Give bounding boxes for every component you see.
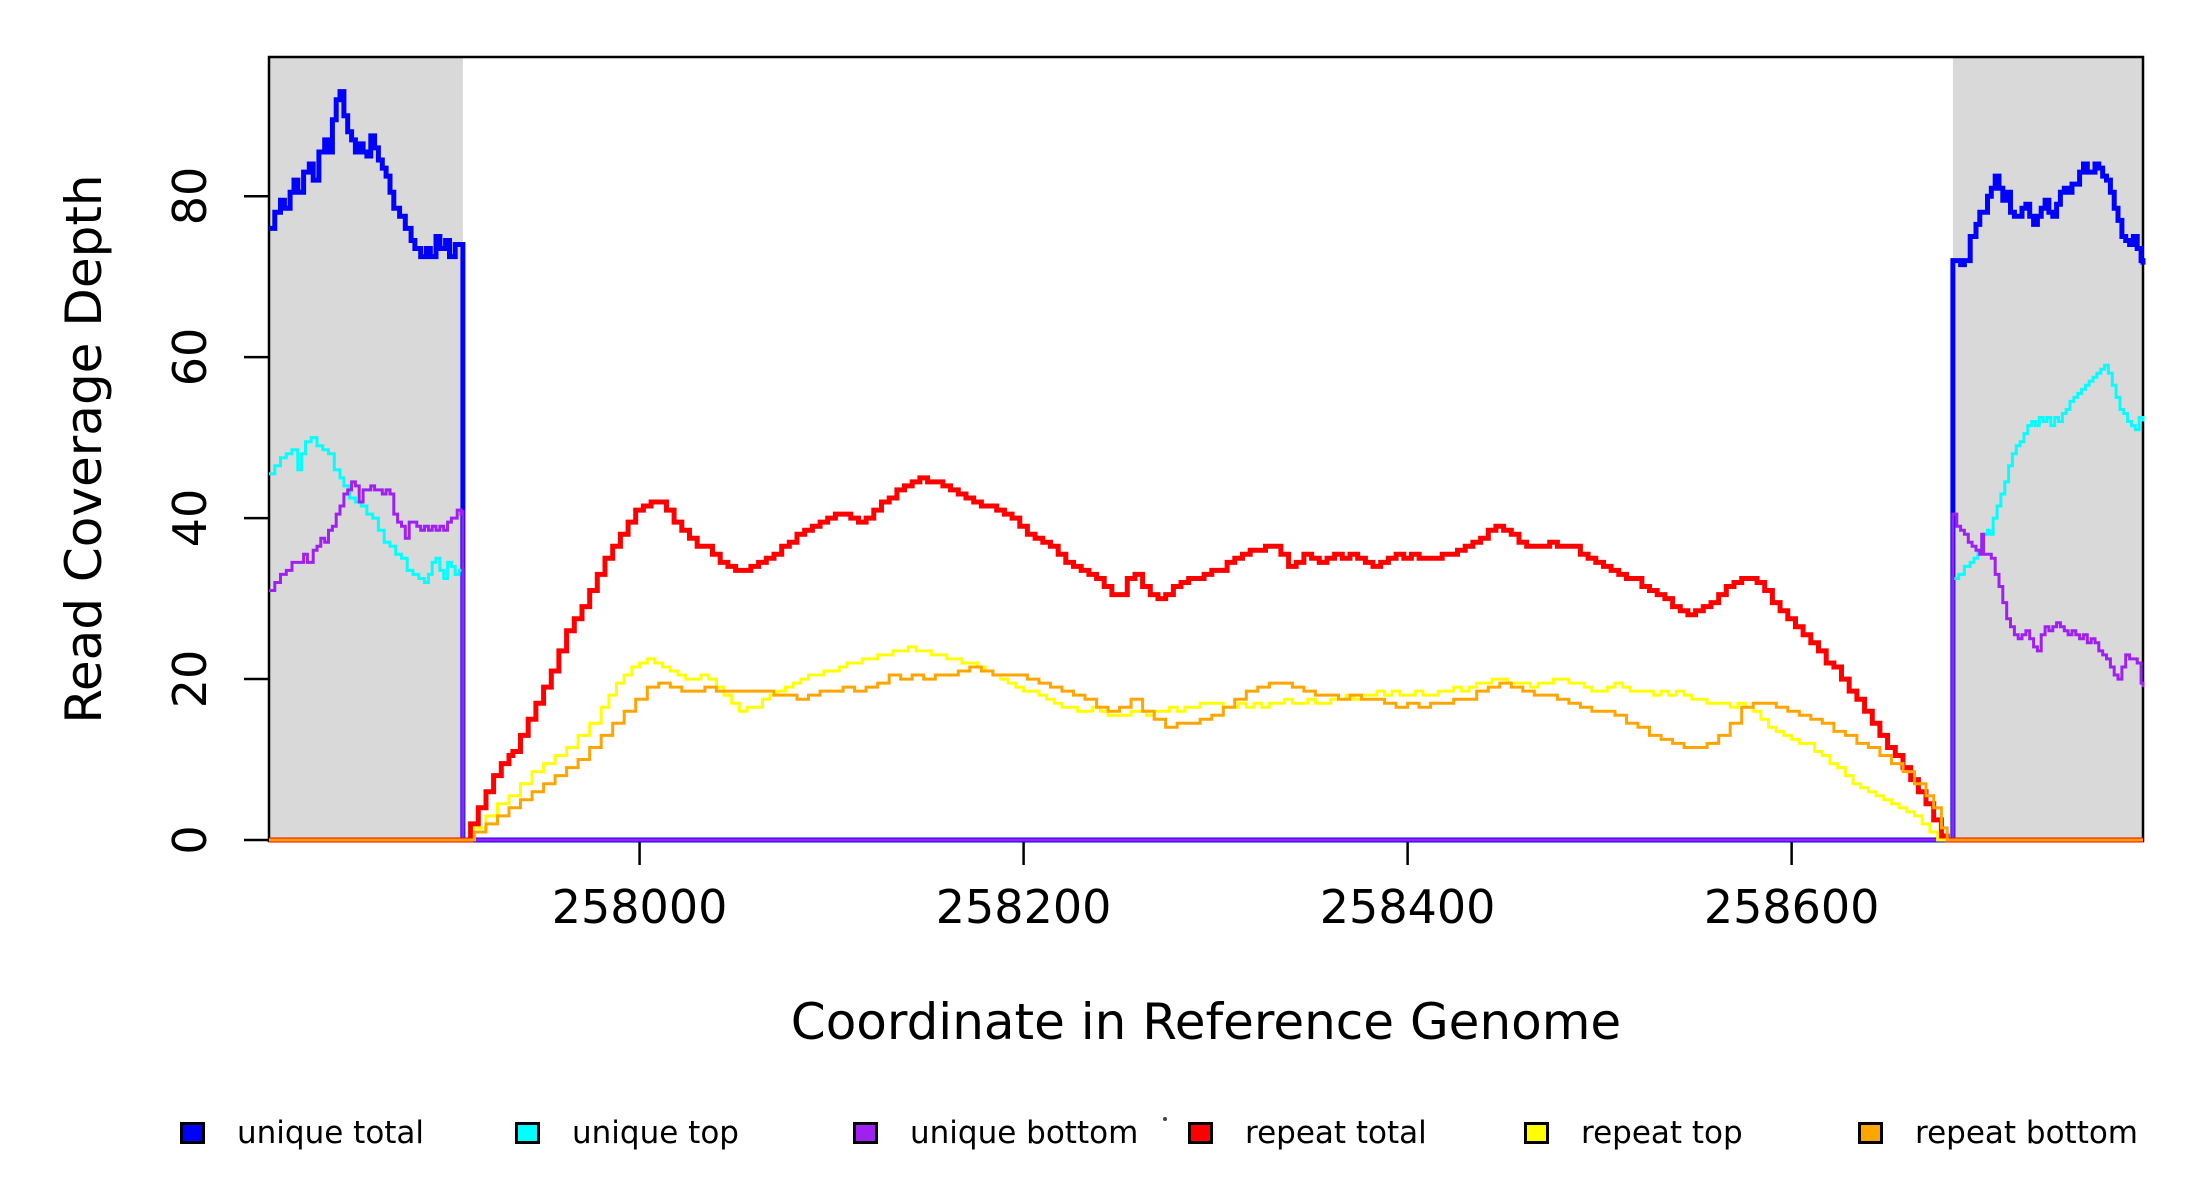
- stray-dot: [1163, 1117, 1167, 1121]
- legend-label: repeat top: [1581, 1115, 1743, 1151]
- legend-item-unique-top: unique top: [515, 1115, 739, 1151]
- y-axis-title: Read Coverage Depth: [55, 174, 113, 724]
- y-tick-label-0: 0: [163, 825, 217, 855]
- series-line-unique-top: [269, 363, 2145, 842]
- legend-item-repeat-total: repeat total: [1188, 1115, 1427, 1151]
- legend-label: unique total: [237, 1115, 425, 1151]
- x-tick-label-258600: 258600: [1703, 880, 1880, 934]
- y-tick-label-80: 80: [163, 166, 217, 226]
- legend-swatch-icon: [1188, 1122, 1213, 1144]
- legend-item-unique-bottom: unique bottom: [853, 1115, 1139, 1151]
- legend-label: repeat total: [1245, 1115, 1427, 1151]
- plot-box: [267, 55, 2145, 843]
- y-tick-label-60: 60: [163, 327, 217, 387]
- series-line-unique-total: [269, 89, 2146, 843]
- shaded-region: [1952, 57, 2143, 841]
- series-line-repeat-bottom: [269, 665, 2143, 842]
- legend-swatch-icon: [853, 1122, 878, 1144]
- legend-item-unique-total: unique total: [180, 1115, 425, 1151]
- series-line-repeat-top: [269, 645, 2143, 842]
- legend-label: unique bottom: [910, 1115, 1139, 1151]
- legend-swatch-icon: [515, 1122, 540, 1144]
- legend-item-repeat-bottom: repeat bottom: [1858, 1115, 2139, 1151]
- legend-swatch-icon: [1858, 1122, 1883, 1144]
- x-tick-label-258000: 258000: [551, 880, 728, 934]
- x-tick-label-258400: 258400: [1319, 880, 1496, 934]
- series-line-repeat-total: [269, 475, 2143, 843]
- series-line-unique-bottom: [269, 480, 2145, 842]
- legend-label: repeat bottom: [1915, 1115, 2139, 1151]
- y-tick-label-20: 20: [163, 649, 217, 709]
- legend-swatch-icon: [180, 1122, 205, 1144]
- legend-label: unique top: [572, 1115, 739, 1151]
- legend-swatch-icon: [1524, 1122, 1549, 1144]
- x-axis-title: Coordinate in Reference Genome: [790, 993, 1622, 1051]
- y-tick-label-40: 40: [163, 488, 217, 548]
- x-tick-label-258200: 258200: [935, 880, 1112, 934]
- legend-item-repeat-top: repeat top: [1524, 1115, 1743, 1151]
